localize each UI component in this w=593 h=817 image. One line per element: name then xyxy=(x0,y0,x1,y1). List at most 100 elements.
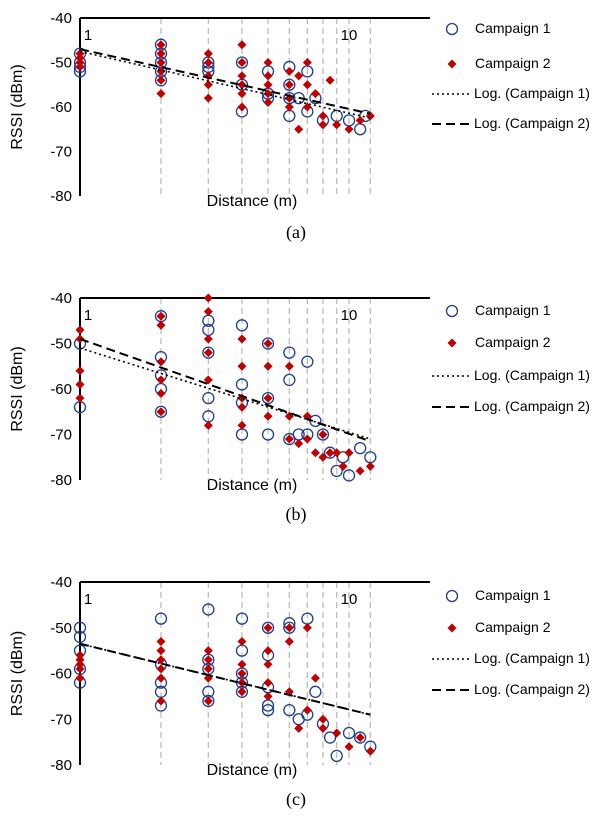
data-point-campaign-2 xyxy=(332,728,342,738)
data-point-campaign-2 xyxy=(237,102,247,112)
x-tick-label: 1 xyxy=(84,27,92,44)
legend-label: Log. (Campaign 2) xyxy=(474,115,590,131)
chart-panel-b: RSSI (dBm) Distance (m) (b) -40 -50 -60 -70… xyxy=(9,290,590,525)
data-point-campaign-1 xyxy=(342,726,356,740)
data-point-campaign-2 xyxy=(344,448,354,458)
y-axis-title: RSSI (dBm) xyxy=(9,64,26,149)
data-point-campaign-1 xyxy=(283,373,296,387)
data-point-campaign-1 xyxy=(342,469,356,482)
x-tick-label: 10 xyxy=(341,591,358,608)
data-point-campaign-2 xyxy=(284,102,294,112)
y-tick-label: -70 xyxy=(50,144,72,161)
legend-marker-campaign-2 xyxy=(447,623,457,633)
data-point-campaign-2 xyxy=(203,307,213,317)
data-point-campaign-2 xyxy=(294,71,304,81)
y-axis-title: RSSI (dBm) xyxy=(9,631,26,716)
legend-label: Campaign 2 xyxy=(475,619,551,635)
data-point-campaign-2 xyxy=(263,393,273,403)
x-axis-title: Distance (m) xyxy=(207,762,298,779)
legend-label: Log. (Campaign 1) xyxy=(474,85,590,101)
data-point-campaign-2 xyxy=(203,58,213,67)
data-point-campaign-2 xyxy=(156,49,166,59)
data-point-campaign-1 xyxy=(235,319,249,332)
data-point-campaign-1 xyxy=(202,603,215,616)
data-point-campaign-2 xyxy=(237,402,247,412)
data-point-campaign-1 xyxy=(316,428,330,441)
data-point-campaign-2 xyxy=(75,366,85,376)
legend-label: Campaign 1 xyxy=(475,587,551,603)
data-point-campaign-1 xyxy=(283,621,296,634)
data-point-campaign-2 xyxy=(294,723,304,733)
data-point-campaign-2 xyxy=(203,334,213,344)
data-point-campaign-2 xyxy=(284,66,294,76)
data-point-campaign-2 xyxy=(75,664,85,674)
data-point-campaign-2 xyxy=(263,339,273,348)
data-point-campaign-2 xyxy=(75,393,85,403)
data-point-campaign-2 xyxy=(203,655,213,665)
data-point-campaign-1 xyxy=(202,694,215,708)
data-point-campaign-1 xyxy=(330,749,343,762)
data-point-campaign-2 xyxy=(344,742,354,752)
y-tick-label: -60 xyxy=(50,666,72,683)
x-tick-label: 1 xyxy=(84,307,92,324)
data-point-campaign-1 xyxy=(235,612,249,625)
data-point-campaign-2 xyxy=(263,98,273,108)
y-tick-label: -40 xyxy=(50,10,72,27)
data-point-campaign-2 xyxy=(263,361,273,371)
data-point-campaign-2 xyxy=(302,80,312,90)
data-point-campaign-2 xyxy=(156,75,166,85)
y-tick-label: -50 xyxy=(50,620,72,637)
data-point-campaign-1 xyxy=(235,378,249,391)
data-point-campaign-1 xyxy=(235,56,249,69)
data-point-campaign-2 xyxy=(156,320,166,330)
data-point-campaign-2 xyxy=(302,58,312,67)
data-point-campaign-2 xyxy=(156,673,166,683)
data-point-campaign-1 xyxy=(73,630,87,644)
legend-label: Log. (Campaign 1) xyxy=(474,367,590,383)
data-point-campaign-2 xyxy=(310,448,320,458)
data-point-campaign-1 xyxy=(283,703,296,717)
y-tick-label: -70 xyxy=(50,427,72,444)
legend-label: Campaign 1 xyxy=(475,20,551,36)
trendline-campaign-2 xyxy=(79,48,371,115)
data-point-campaign-2 xyxy=(75,62,85,72)
data-point-campaign-2 xyxy=(203,348,213,358)
data-point-campaign-2 xyxy=(302,623,312,633)
data-point-campaign-2 xyxy=(75,650,85,660)
data-point-campaign-2 xyxy=(263,80,273,90)
legend-label: Log. (Campaign 1) xyxy=(474,650,590,666)
data-point-campaign-2 xyxy=(237,58,247,67)
data-point-campaign-2 xyxy=(284,434,294,444)
data-point-campaign-1 xyxy=(261,337,275,350)
data-point-campaign-2 xyxy=(310,673,320,683)
data-point-campaign-2 xyxy=(203,93,213,103)
panel-caption: (b) xyxy=(286,504,307,525)
data-point-campaign-2 xyxy=(294,124,304,134)
y-tick-label: -80 xyxy=(50,757,72,774)
data-point-campaign-1 xyxy=(354,441,367,455)
data-point-campaign-2 xyxy=(75,659,85,669)
data-point-campaign-2 xyxy=(237,361,247,371)
y-tick-label: -70 xyxy=(50,711,72,728)
data-point-campaign-1 xyxy=(309,685,322,698)
data-point-campaign-2 xyxy=(325,448,335,458)
legend-label: Campaign 2 xyxy=(475,55,551,71)
data-point-campaign-2 xyxy=(284,361,294,371)
data-point-campaign-2 xyxy=(237,669,247,678)
trendline-campaign-1 xyxy=(79,50,371,119)
data-point-campaign-2 xyxy=(156,375,166,385)
data-point-campaign-2 xyxy=(156,696,166,706)
x-axis-title: Distance (m) xyxy=(207,477,298,494)
data-point-campaign-2 xyxy=(332,120,342,130)
y-tick-label: -50 xyxy=(50,55,72,72)
data-point-campaign-2 xyxy=(75,673,85,683)
data-point-campaign-2 xyxy=(284,623,294,633)
panel-caption: (c) xyxy=(286,789,306,810)
y-tick-label: -40 xyxy=(50,574,72,591)
y-tick-label: -80 xyxy=(50,188,72,205)
data-point-campaign-2 xyxy=(318,714,328,724)
data-point-campaign-1 xyxy=(330,464,343,478)
data-point-campaign-2 xyxy=(156,89,166,99)
legend-label: Campaign 1 xyxy=(475,302,551,318)
data-point-campaign-2 xyxy=(75,379,85,389)
